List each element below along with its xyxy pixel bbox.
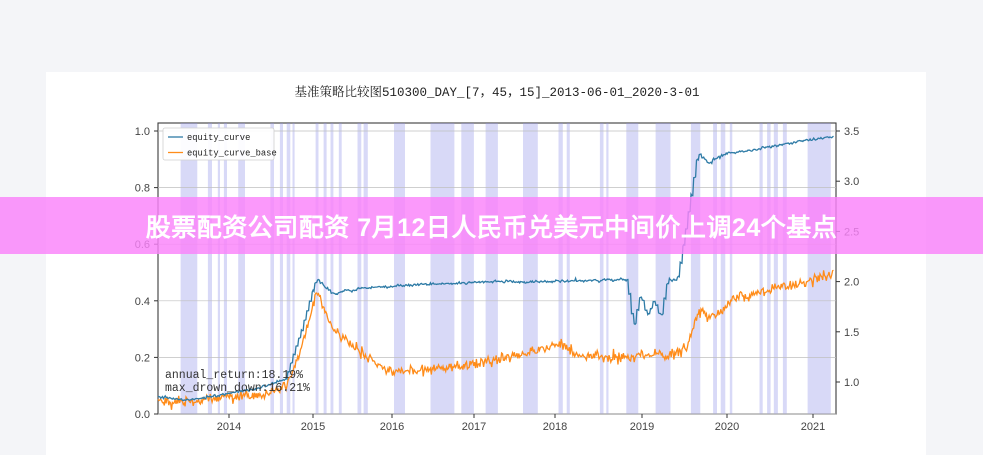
- svg-text:2015: 2015: [301, 421, 325, 433]
- svg-text:3.0: 3.0: [844, 176, 859, 188]
- svg-text:equity_curve_base: equity_curve_base: [187, 149, 277, 159]
- svg-text:2016: 2016: [380, 421, 404, 433]
- svg-text:2018: 2018: [543, 421, 567, 433]
- svg-text:1.5: 1.5: [844, 327, 859, 339]
- svg-text:equity_curve: equity_curve: [187, 133, 250, 143]
- svg-text:annual_return:18.19%: annual_return:18.19%: [165, 369, 303, 382]
- svg-text:0.8: 0.8: [135, 183, 150, 195]
- svg-text:max_drown_down:16.21%: max_drown_down:16.21%: [165, 382, 310, 395]
- svg-text:1.0: 1.0: [844, 377, 859, 389]
- svg-text:2019: 2019: [630, 421, 654, 433]
- svg-text:1.0: 1.0: [135, 126, 150, 138]
- svg-text:2020: 2020: [715, 421, 739, 433]
- svg-text:0.0: 0.0: [135, 409, 150, 421]
- svg-text:2014: 2014: [217, 421, 241, 433]
- svg-text:3.5: 3.5: [844, 126, 859, 138]
- svg-text:2017: 2017: [462, 421, 486, 433]
- svg-text:0.4: 0.4: [135, 296, 150, 308]
- svg-text:2021: 2021: [801, 421, 825, 433]
- svg-text:0.2: 0.2: [135, 352, 150, 364]
- svg-text:2.0: 2.0: [844, 277, 859, 289]
